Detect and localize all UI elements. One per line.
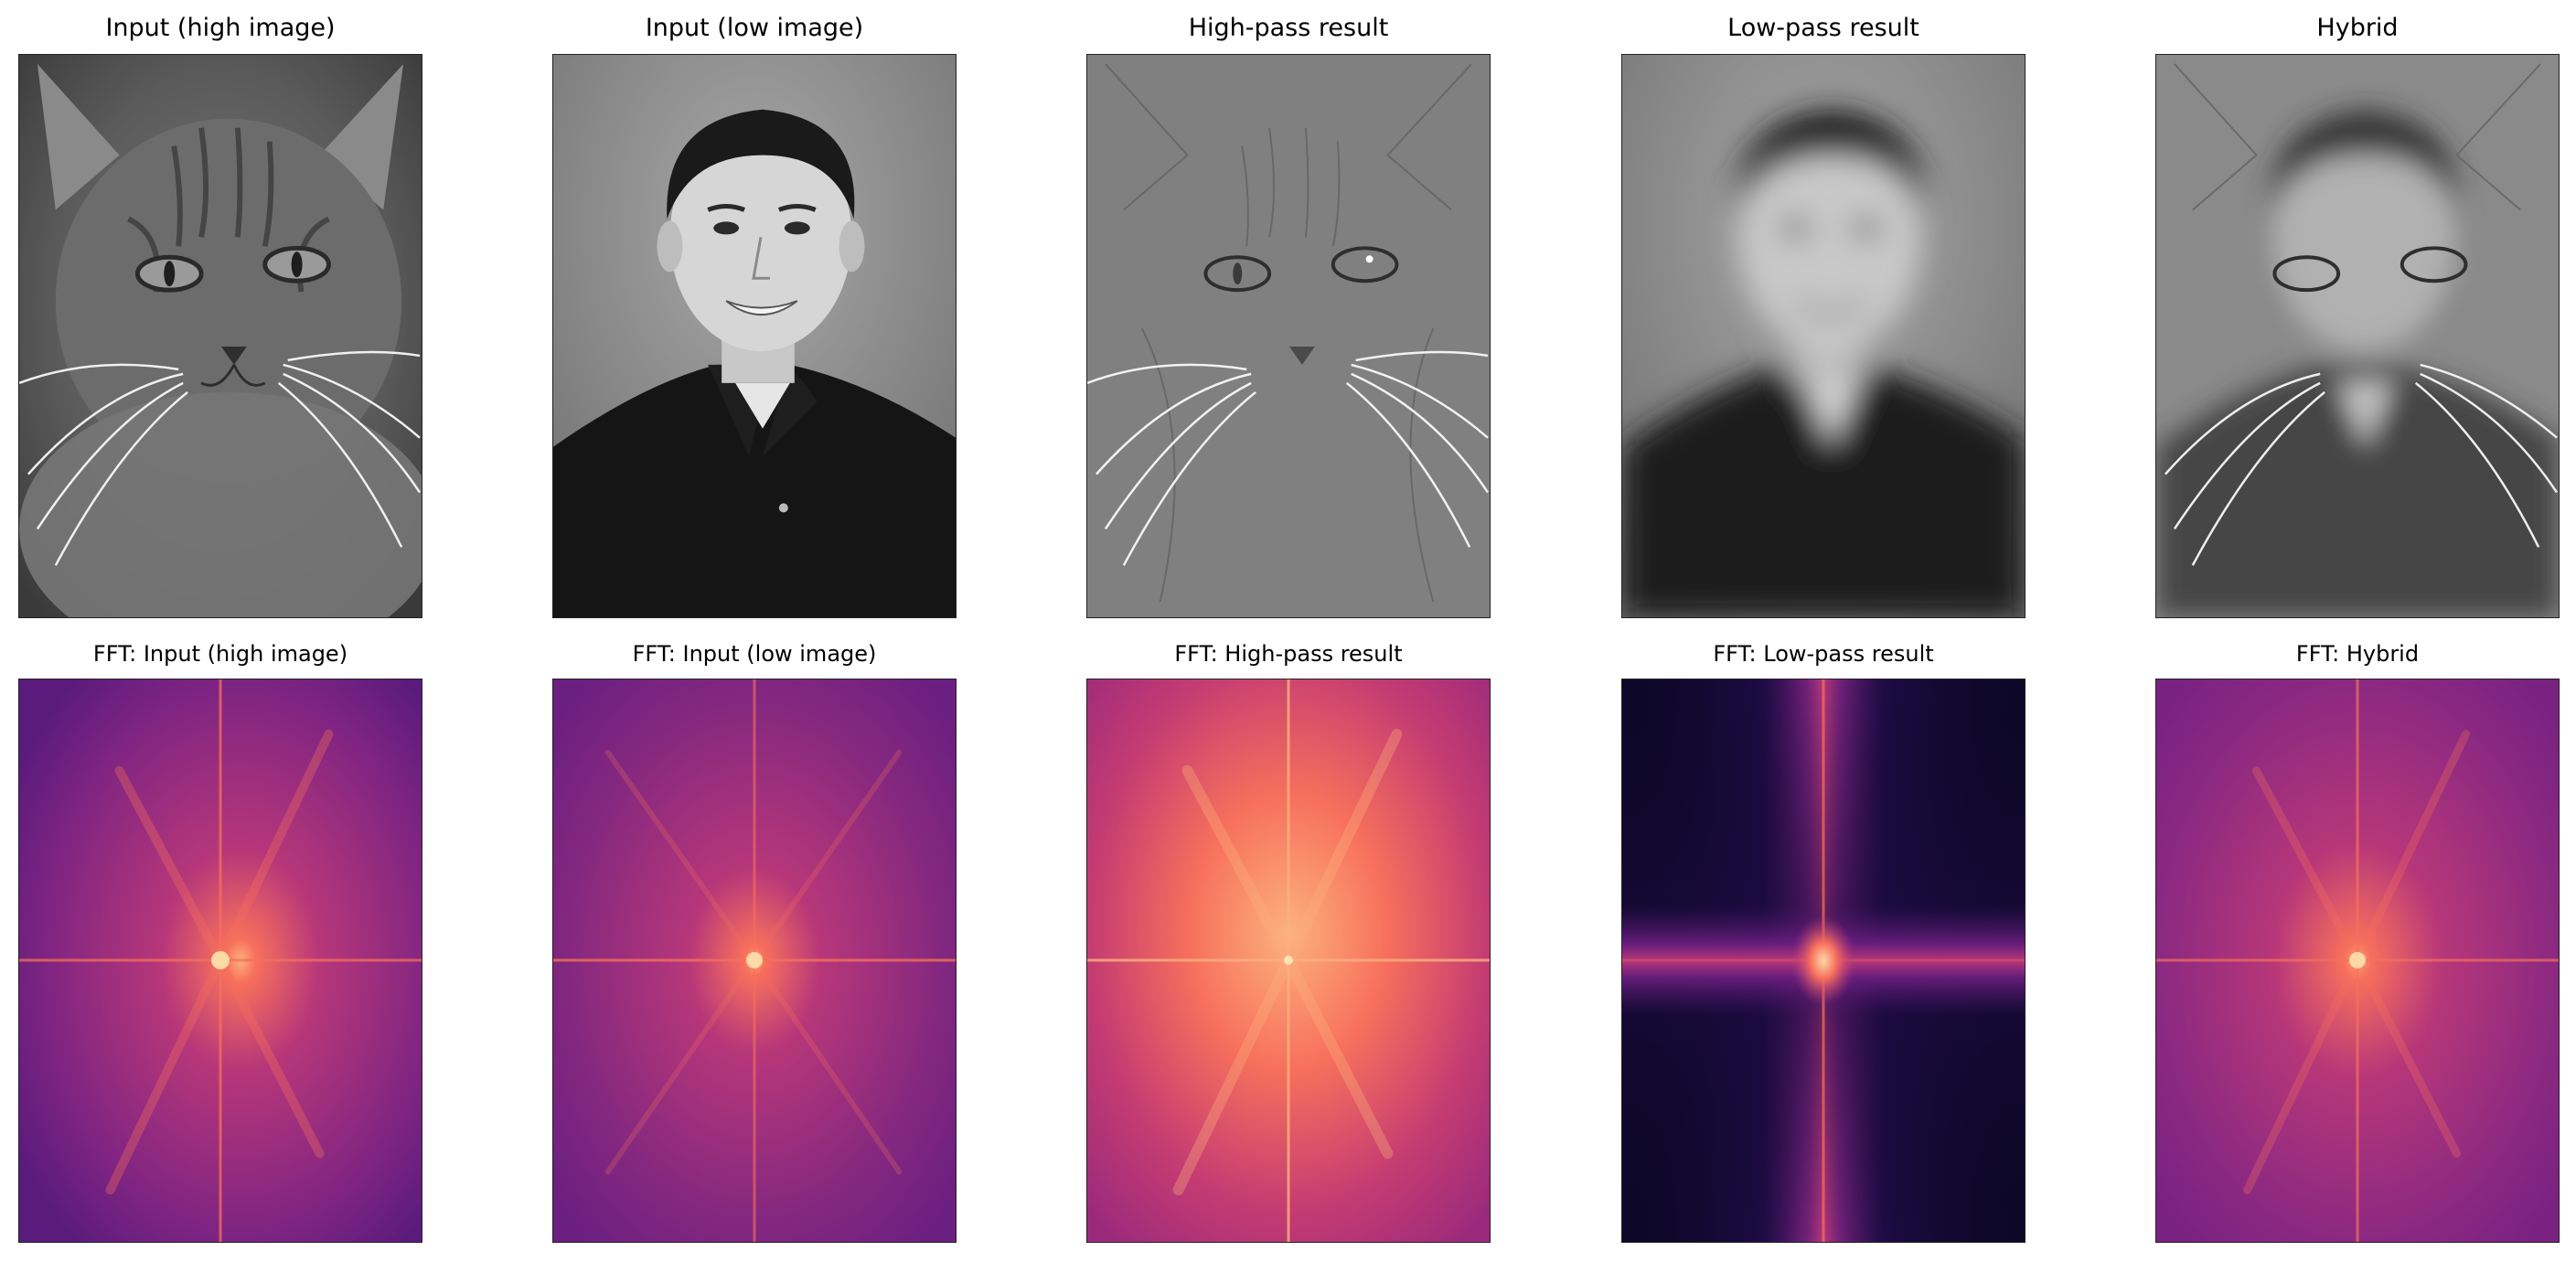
image-cat	[18, 54, 422, 618]
panel-title: High-pass result	[1188, 14, 1389, 42]
image-man	[552, 54, 957, 618]
fft-spectrum	[1621, 679, 2026, 1243]
fft-spectrum	[18, 679, 422, 1243]
panel-title: Input (low image)	[645, 14, 864, 42]
panel-title: FFT: Low-pass result	[1713, 641, 1934, 667]
fft-spectrum	[552, 679, 957, 1243]
panel-title: FFT: High-pass result	[1174, 641, 1403, 667]
fft-spectrum	[1086, 679, 1491, 1243]
image-low-pass	[1621, 54, 2026, 618]
panel-title: FFT: Hybrid	[2295, 641, 2420, 667]
image-hybrid	[2155, 54, 2560, 618]
panel-title: Input (high image)	[105, 14, 336, 42]
image-high-pass	[1086, 54, 1491, 618]
fft-spectrum	[2155, 679, 2560, 1243]
panel-title: FFT: Input (high image)	[92, 641, 348, 667]
panel-title: Low-pass result	[1727, 14, 1919, 42]
panel-title: FFT: Input (low image)	[632, 641, 877, 667]
panel-title: Hybrid	[2316, 14, 2399, 42]
